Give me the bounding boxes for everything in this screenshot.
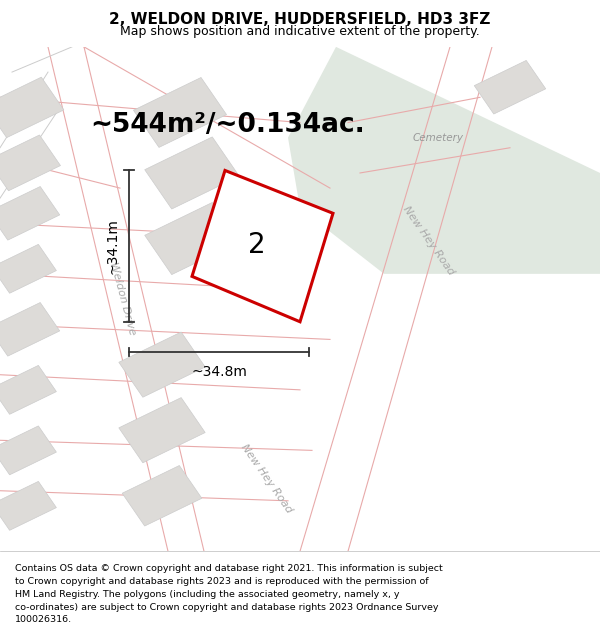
Polygon shape bbox=[119, 398, 205, 462]
Polygon shape bbox=[0, 186, 60, 240]
Polygon shape bbox=[0, 135, 61, 191]
Text: 2, WELDON DRIVE, HUDDERSFIELD, HD3 3FZ: 2, WELDON DRIVE, HUDDERSFIELD, HD3 3FZ bbox=[109, 12, 491, 27]
Polygon shape bbox=[0, 426, 56, 475]
Polygon shape bbox=[0, 366, 56, 414]
Polygon shape bbox=[122, 466, 202, 526]
Polygon shape bbox=[133, 78, 227, 148]
Polygon shape bbox=[145, 137, 239, 209]
Polygon shape bbox=[0, 77, 64, 138]
Text: ~34.8m: ~34.8m bbox=[191, 364, 247, 379]
Text: ~544m²/~0.134ac.: ~544m²/~0.134ac. bbox=[91, 112, 365, 138]
Text: ~34.1m: ~34.1m bbox=[106, 218, 120, 274]
Polygon shape bbox=[288, 47, 600, 274]
Text: 2: 2 bbox=[248, 231, 265, 259]
Polygon shape bbox=[0, 302, 60, 356]
Polygon shape bbox=[145, 202, 239, 274]
Text: Weldon Drive: Weldon Drive bbox=[109, 261, 137, 337]
Text: Cemetery: Cemetery bbox=[413, 132, 464, 142]
Polygon shape bbox=[0, 244, 56, 293]
Text: New Hey Road: New Hey Road bbox=[239, 442, 295, 514]
Polygon shape bbox=[192, 171, 333, 322]
Text: HM Land Registry. The polygons (including the associated geometry, namely x, y: HM Land Registry. The polygons (includin… bbox=[15, 589, 400, 599]
Text: co-ordinates) are subject to Crown copyright and database rights 2023 Ordnance S: co-ordinates) are subject to Crown copyr… bbox=[15, 602, 439, 611]
Text: to Crown copyright and database rights 2023 and is reproduced with the permissio: to Crown copyright and database rights 2… bbox=[15, 577, 428, 586]
Text: Contains OS data © Crown copyright and database right 2021. This information is : Contains OS data © Crown copyright and d… bbox=[15, 564, 443, 572]
Text: Map shows position and indicative extent of the property.: Map shows position and indicative extent… bbox=[120, 26, 480, 39]
Text: New Hey Road: New Hey Road bbox=[401, 205, 457, 278]
Polygon shape bbox=[0, 481, 56, 530]
Polygon shape bbox=[119, 332, 205, 398]
Text: 100026316.: 100026316. bbox=[15, 616, 72, 624]
Polygon shape bbox=[474, 61, 546, 114]
